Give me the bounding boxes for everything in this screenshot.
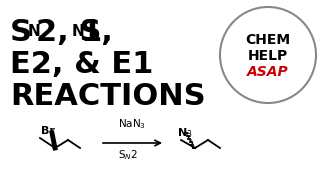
Text: N$_3$: N$_3$ [177,126,193,140]
Text: HELP: HELP [248,49,288,63]
Text: Br: Br [41,126,55,136]
Text: S: S [10,18,32,47]
Text: 1,: 1, [80,18,113,47]
Text: ASAP: ASAP [247,65,289,79]
Text: N: N [72,24,85,39]
Text: S$_N$2: S$_N$2 [118,148,138,162]
Text: REACTIONS: REACTIONS [10,82,206,111]
Text: 2, S: 2, S [36,18,101,47]
Text: N: N [28,24,41,39]
Text: E2, & E1: E2, & E1 [10,50,153,79]
Text: NaN$_3$: NaN$_3$ [118,117,146,131]
Text: CHEM: CHEM [245,33,291,47]
